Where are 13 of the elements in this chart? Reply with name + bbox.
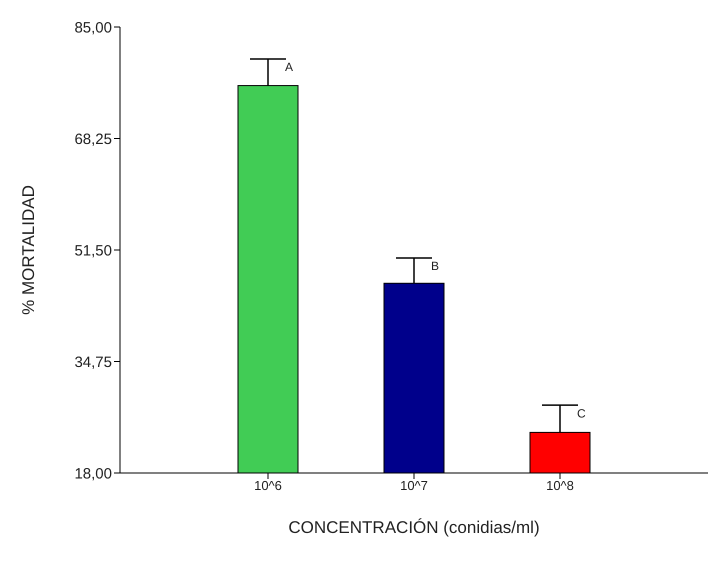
annotation: C xyxy=(577,406,586,420)
y-axis-title: % MORTALIDAD xyxy=(19,185,38,315)
x-tick-label: 10^8 xyxy=(546,478,574,494)
y-tick-label: 68,25 xyxy=(74,130,112,148)
y-tick-label: 85,00 xyxy=(74,19,112,36)
annotation: A xyxy=(285,60,294,74)
x-axis-title: CONCENTRACIÓN (conidias/ml) xyxy=(288,518,540,537)
y-tick-label: 18,00 xyxy=(74,465,112,482)
y-tick-label: 51,50 xyxy=(74,242,112,260)
annotation: B xyxy=(431,259,440,274)
x-tick-label: 10^7 xyxy=(400,478,428,494)
x-tick-label: 10^6 xyxy=(254,478,282,494)
y-tick-label: 34,75 xyxy=(74,354,112,371)
